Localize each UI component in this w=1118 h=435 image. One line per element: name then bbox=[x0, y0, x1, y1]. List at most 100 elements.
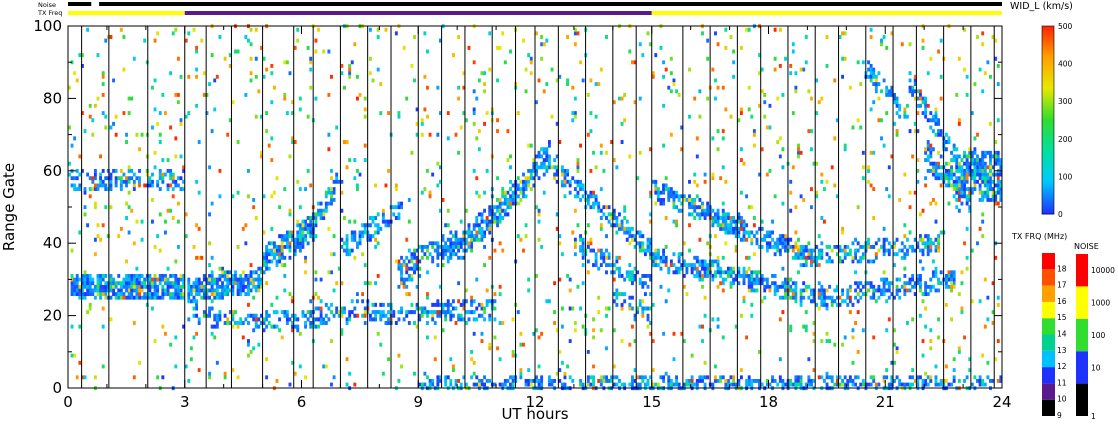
data-cell-group bbox=[151, 281, 154, 286]
x-tick-label: 0 bbox=[63, 393, 73, 411]
data-cell-group bbox=[483, 310, 486, 315]
width-scale-swatch bbox=[1042, 167, 1054, 170]
x-tick-label: 15 bbox=[642, 393, 661, 411]
x-axis: 0 3 6 9 12 15 18 21 24 bbox=[63, 26, 1012, 411]
data-cell-group bbox=[314, 56, 985, 344]
plot-area: 0 3 6 9 12 15 18 21 24 0 20 40 60 80 100 UT hours Ran… bbox=[0, 17, 1012, 423]
width-scale-swatch bbox=[1042, 93, 1054, 97]
data-cell-group bbox=[810, 292, 813, 296]
width-scale-swatch bbox=[1042, 125, 1054, 129]
data-cell-group bbox=[78, 154, 1000, 387]
data-cell-group bbox=[387, 78, 837, 115]
txfreq-scale-swatch bbox=[1042, 253, 1055, 270]
data-cell-group bbox=[641, 241, 645, 246]
data-cell-group bbox=[298, 234, 302, 239]
data-cell-group bbox=[127, 165, 131, 170]
width-scale-swatch bbox=[1042, 86, 1054, 89]
data-cell-group bbox=[306, 230, 310, 235]
txfreq-scale-tick-label: 13 bbox=[1057, 346, 1067, 355]
noise-bar-label: Noise bbox=[38, 1, 56, 9]
data-cell-group bbox=[872, 375, 876, 380]
width-scale-swatch bbox=[1042, 39, 1054, 42]
width-scale-swatch bbox=[1042, 54, 1054, 57]
data-cell-group bbox=[68, 125, 71, 130]
data-cell-group bbox=[138, 78, 816, 336]
data-cell-group bbox=[161, 158, 165, 163]
data-cell-group bbox=[446, 248, 902, 391]
x-tick-label: 21 bbox=[876, 393, 895, 411]
y-tick-label: 80 bbox=[43, 89, 62, 107]
width-scale-swatch bbox=[1042, 180, 1054, 183]
width-scale-swatch bbox=[1042, 142, 1054, 145]
width-scale-swatch bbox=[1042, 193, 1054, 196]
width-scale-swatch bbox=[1042, 118, 1054, 121]
data-cell-group bbox=[78, 60, 961, 380]
data-cell-group bbox=[493, 306, 497, 311]
data-cell-group bbox=[535, 31, 762, 108]
width-scale-swatch bbox=[1042, 99, 1054, 102]
width-scale-swatch bbox=[1042, 129, 1054, 132]
data-cell-group bbox=[88, 114, 92, 119]
data-cell-group bbox=[70, 100, 925, 278]
x-tick-label: 12 bbox=[525, 393, 544, 411]
data-cell-group bbox=[83, 212, 87, 217]
width-scale-swatch bbox=[1042, 73, 1054, 76]
data-cell-group bbox=[272, 56, 946, 325]
txfreq-scale-tick-label: 18 bbox=[1057, 264, 1067, 273]
txfreq-scale-tick-label: 16 bbox=[1057, 297, 1067, 306]
y-tick-label: 60 bbox=[43, 162, 62, 180]
width-scale-swatch bbox=[1042, 131, 1054, 134]
noise-scale-title: NOISE bbox=[1074, 242, 1099, 251]
data-cell-group bbox=[669, 263, 673, 268]
data-cell-group bbox=[104, 85, 998, 391]
width-scale-swatch bbox=[1042, 182, 1054, 185]
width-scale-swatch bbox=[1042, 59, 1054, 63]
data-cell-group bbox=[117, 292, 595, 387]
width-scale-tick-label: 500 bbox=[1058, 22, 1073, 31]
data-cell-group bbox=[78, 67, 990, 391]
data-cell-group bbox=[426, 255, 429, 260]
x-tick-label: 3 bbox=[180, 393, 190, 411]
data-cell-group bbox=[138, 292, 141, 296]
data-cell-group bbox=[200, 38, 658, 206]
txfreq-scale-title: TX FRQ (MHz) bbox=[1011, 232, 1067, 241]
data-cell-group bbox=[101, 223, 105, 228]
data-cell-group bbox=[176, 219, 180, 224]
width-scale-swatch bbox=[1042, 163, 1054, 166]
txfreq-bar-segment bbox=[184, 11, 652, 15]
data-cell-group bbox=[423, 230, 873, 380]
data-cell-group bbox=[132, 321, 136, 325]
x-tick-label: 6 bbox=[297, 393, 307, 411]
data-cell-group bbox=[560, 172, 564, 177]
txfreq-scale-tick-label: 17 bbox=[1057, 281, 1067, 290]
data-cell-group bbox=[106, 74, 987, 380]
data-cell-group bbox=[101, 364, 105, 369]
noise-bar-segment bbox=[99, 2, 1003, 6]
data-cell-group bbox=[104, 295, 108, 300]
data-cell-group bbox=[140, 132, 144, 137]
width-scale-frame bbox=[1041, 25, 1055, 215]
y-axis: 0 20 40 60 80 100 bbox=[33, 17, 1002, 397]
width-scale-swatch bbox=[1042, 136, 1054, 140]
x-tick-label: 24 bbox=[992, 393, 1011, 411]
data-cell-group bbox=[192, 306, 196, 311]
data-cell-group bbox=[838, 255, 842, 260]
data-cell-group bbox=[145, 154, 149, 159]
data-cell-group bbox=[93, 103, 131, 293]
data-cell-group bbox=[630, 237, 634, 242]
noise-bar-segment bbox=[68, 2, 92, 6]
data-cell-group bbox=[73, 85, 990, 391]
data-cell-group bbox=[86, 310, 90, 315]
width-scale-swatch bbox=[1042, 112, 1054, 115]
data-cell-group bbox=[231, 281, 235, 286]
width-scale-swatch bbox=[1042, 63, 1054, 66]
data-cell-group bbox=[428, 158, 977, 387]
data-cell-group bbox=[330, 187, 333, 192]
data-cell-group bbox=[86, 78, 933, 387]
y-tick-label: 0 bbox=[52, 379, 62, 397]
data-cell-group bbox=[249, 42, 253, 47]
data-cell-group bbox=[226, 321, 230, 325]
data-cell-group bbox=[182, 35, 938, 383]
y-axis-label: Range Gate bbox=[0, 163, 18, 251]
data-cell-group bbox=[169, 172, 941, 387]
